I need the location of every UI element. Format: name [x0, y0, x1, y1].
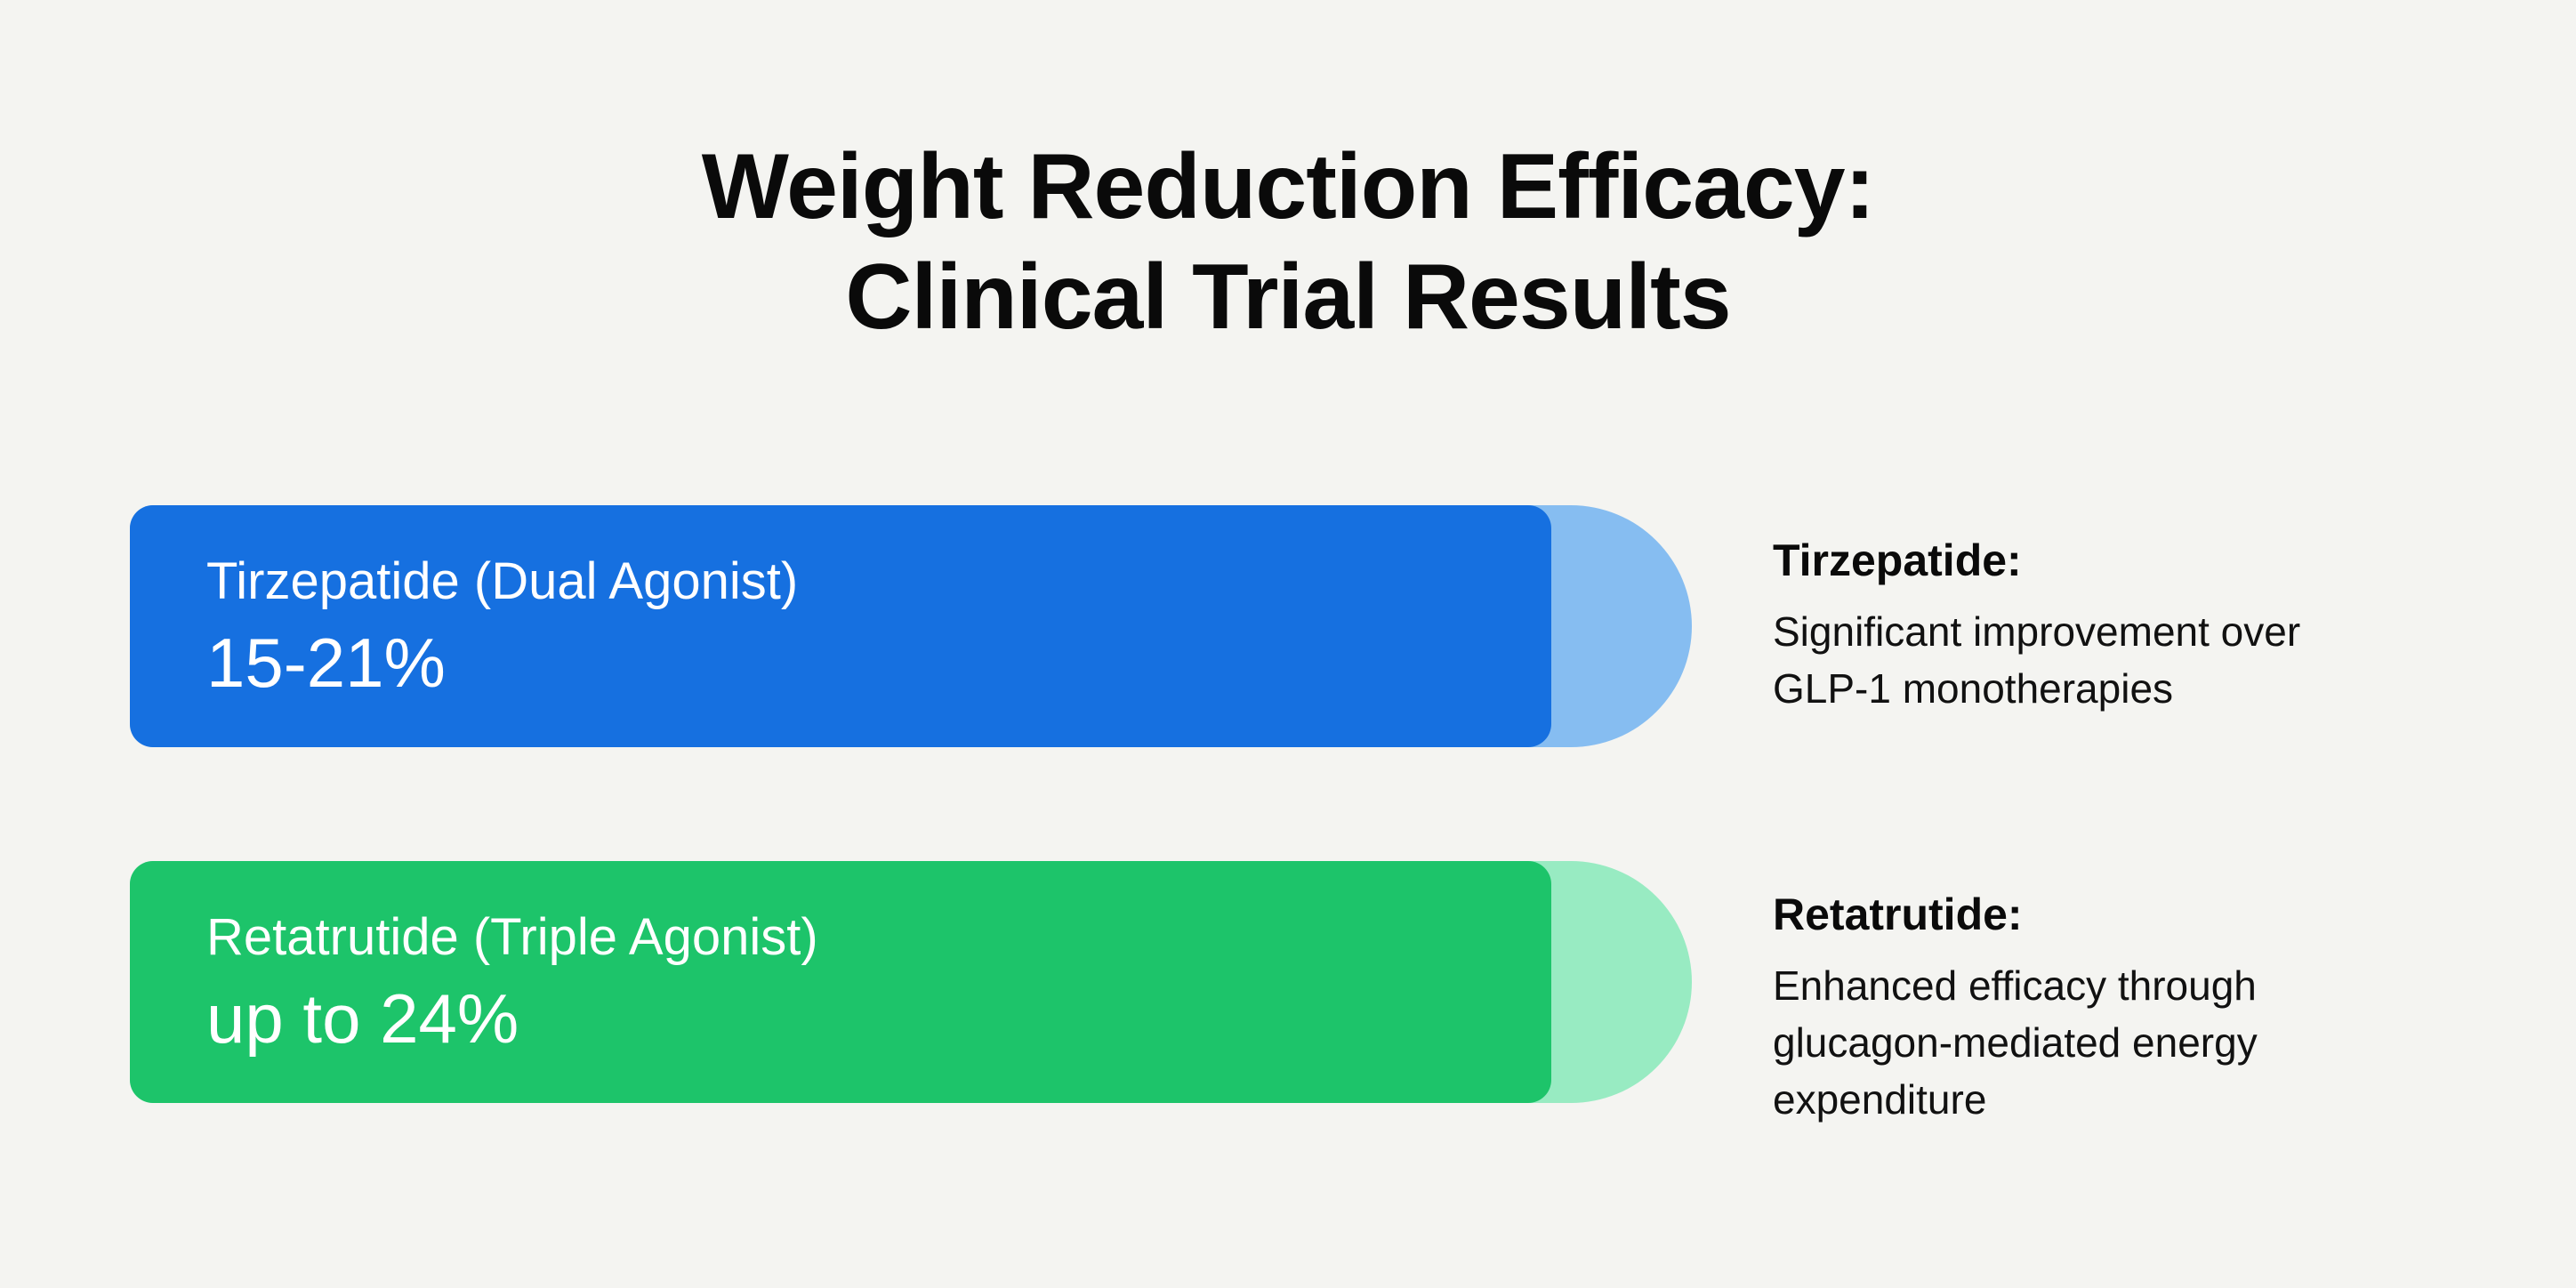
- bar-value-retatrutide: up to 24%: [206, 979, 519, 1058]
- bar-track-retatrutide: Retatrutide (Triple Agonist) up to 24%: [130, 861, 1692, 1103]
- note-title-retatrutide: Retatrutide:: [1773, 890, 2023, 939]
- bar-tirzepatide: Tirzepatide (Dual Agonist) 15-21%: [130, 505, 1551, 747]
- note-body-tirzepatide: Significant improvement over GLP-1 monot…: [1773, 603, 2502, 717]
- bar-label-tirzepatide: Tirzepatide (Dual Agonist): [206, 552, 799, 610]
- note-tirzepatide: Tirzepatide: Significant improvement ove…: [1773, 534, 2502, 717]
- chart-title-line-1: Weight Reduction Efficacy:: [701, 135, 1875, 238]
- bar-value-tirzepatide: 15-21%: [206, 624, 446, 702]
- note-body-retatrutide: Enhanced efficacy through glucagon-media…: [1773, 957, 2502, 1128]
- note-line: GLP-1 monotherapies: [1773, 665, 2174, 712]
- chart-title: Weight Reduction Efficacy: Clinical Tria…: [0, 132, 2576, 352]
- bar-track-tirzepatide: Tirzepatide (Dual Agonist) 15-21%: [130, 505, 1692, 747]
- note-line: Enhanced efficacy through: [1773, 962, 2257, 1009]
- bar-retatrutide: Retatrutide (Triple Agonist) up to 24%: [130, 861, 1551, 1103]
- note-retatrutide: Retatrutide: Enhanced efficacy through g…: [1773, 888, 2502, 1128]
- note-title-tirzepatide: Tirzepatide:: [1773, 535, 2022, 585]
- note-line: Significant improvement over: [1773, 608, 2301, 655]
- note-line: expenditure: [1773, 1076, 1987, 1123]
- chart-title-line-2: Clinical Trial Results: [845, 246, 1731, 349]
- bar-label-retatrutide: Retatrutide (Triple Agonist): [206, 908, 818, 966]
- note-line: glucagon-mediated energy: [1773, 1019, 2258, 1066]
